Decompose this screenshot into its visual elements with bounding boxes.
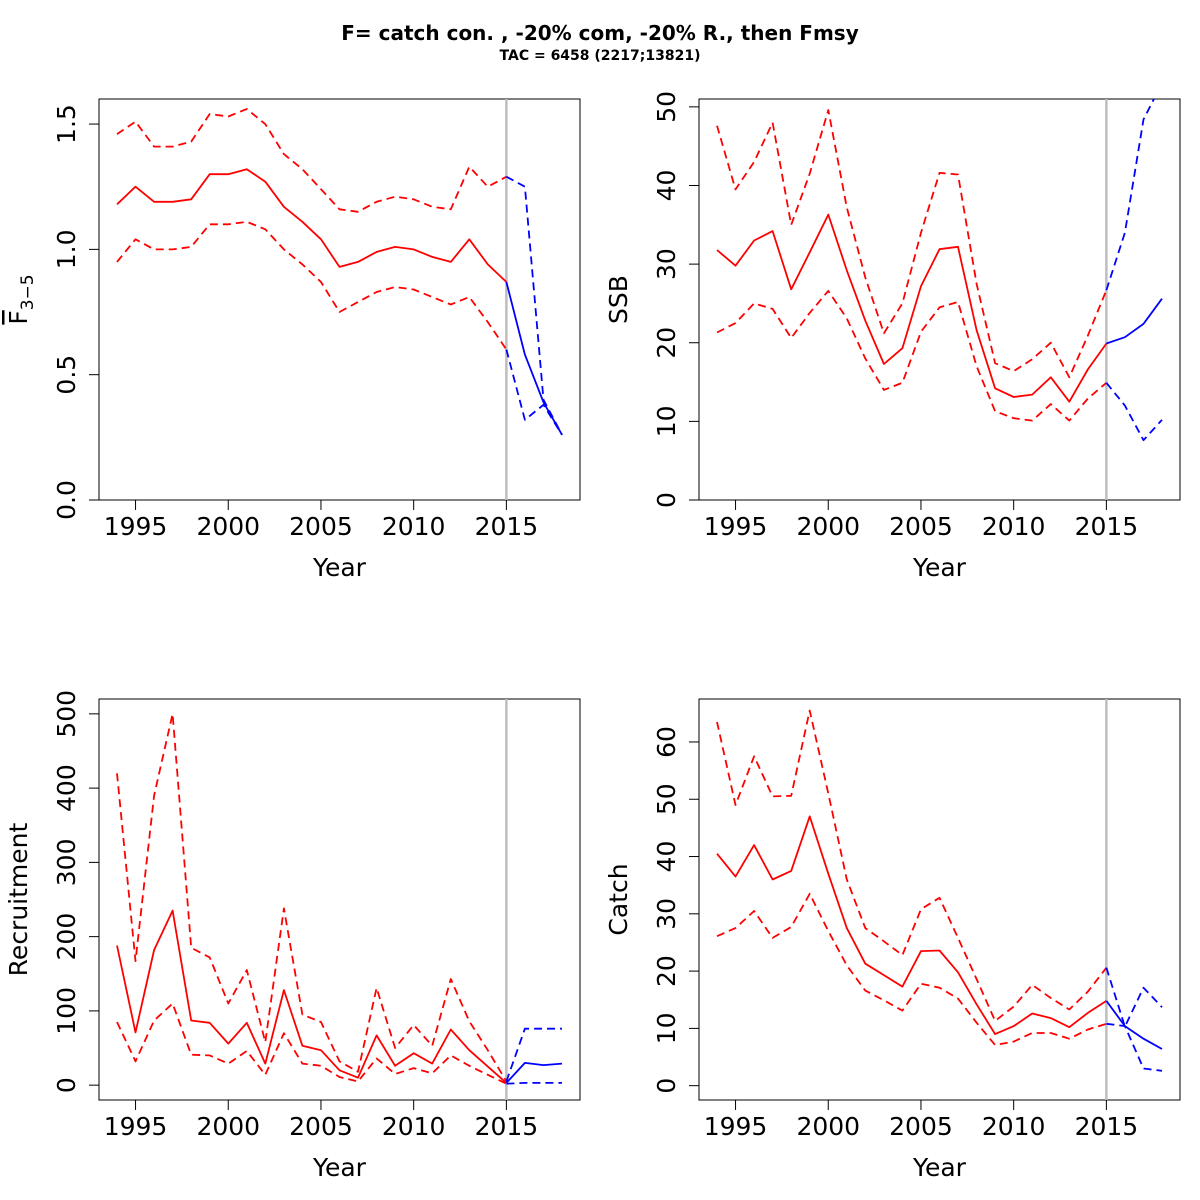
x-tick-label: 1995 bbox=[104, 1112, 168, 1141]
x-tick-label: 2000 bbox=[196, 512, 260, 541]
y-axis-label: Catch bbox=[604, 863, 633, 935]
data-series bbox=[116, 108, 563, 436]
page-subtitle: TAC = 6458 (2217;13821) bbox=[500, 48, 701, 64]
y-axis-label: SSB bbox=[604, 275, 633, 324]
projection-median-line bbox=[1105, 1000, 1163, 1050]
x-tick-label: 2000 bbox=[796, 512, 860, 541]
x-tick-label: 2000 bbox=[196, 1112, 260, 1141]
y-tick-label: 10 bbox=[652, 1012, 681, 1044]
x-tick-label: 2010 bbox=[382, 512, 446, 541]
y-tick-label: 0.5 bbox=[52, 355, 81, 395]
projection-upper-line bbox=[1105, 99, 1155, 291]
projection-median-line bbox=[505, 1062, 563, 1084]
historical-upper-line bbox=[116, 108, 507, 213]
y-axis-label-main: Catch bbox=[604, 863, 633, 935]
y-axis-label-main: F bbox=[4, 310, 33, 324]
historical-lower-line bbox=[716, 892, 1107, 1046]
y-tick-label: 20 bbox=[652, 955, 681, 987]
historical-upper-line bbox=[716, 709, 1108, 1022]
y-tick-label: 0 bbox=[52, 1077, 81, 1093]
historical-lower-line bbox=[116, 220, 508, 351]
x-tick-label: 1995 bbox=[104, 512, 168, 541]
y-tick-label: 1.0 bbox=[52, 229, 81, 269]
y-tick-label: 30 bbox=[652, 898, 681, 930]
x-tick-label: 2015 bbox=[1075, 512, 1139, 541]
projection-lower-line bbox=[505, 349, 563, 436]
historical-lower-line bbox=[716, 289, 1107, 422]
plot-frame bbox=[698, 98, 1181, 501]
historical-median-line bbox=[116, 168, 508, 283]
x-tick-label: 2005 bbox=[889, 512, 953, 541]
x-tick-label: 2010 bbox=[982, 1112, 1046, 1141]
y-tick-label: 30 bbox=[652, 248, 681, 280]
projection-lower-line bbox=[1106, 1022, 1163, 1072]
y-tick-label: 50 bbox=[652, 91, 681, 123]
y-tick-label: 0.0 bbox=[52, 480, 81, 520]
x-tick-label: 1995 bbox=[704, 1112, 768, 1141]
y-axis-label: F3−5 bbox=[4, 274, 38, 324]
y-tick-label: 200 bbox=[52, 913, 81, 961]
x-axis-label: Year bbox=[312, 553, 367, 582]
y-tick-label: 400 bbox=[52, 764, 81, 812]
y-tick-label: 40 bbox=[652, 170, 681, 202]
data-series bbox=[716, 709, 1163, 1072]
x-tick-label: 2015 bbox=[475, 1112, 539, 1141]
x-tick-label: 2015 bbox=[475, 512, 539, 541]
projection-upper-line bbox=[1105, 967, 1163, 1028]
x-tick-label: 2010 bbox=[982, 512, 1046, 541]
plot-frame bbox=[98, 98, 581, 501]
x-tick-label: 2005 bbox=[289, 512, 353, 541]
y-tick-label: 100 bbox=[52, 987, 81, 1035]
historical-median-line bbox=[716, 815, 1107, 1035]
historical-lower-line bbox=[116, 1002, 507, 1085]
x-tick-label: 2010 bbox=[382, 1112, 446, 1141]
x-axis-label: Year bbox=[912, 553, 967, 582]
page-title: F= catch con. , -20% com, -20% R., then … bbox=[341, 21, 859, 45]
x-tick-label: 2015 bbox=[1075, 1112, 1139, 1141]
y-axis-label-main: SSB bbox=[604, 275, 633, 324]
historical-median-line bbox=[116, 909, 507, 1084]
x-tick-label: 2000 bbox=[796, 1112, 860, 1141]
plot-frame bbox=[98, 698, 581, 1101]
chart-panel-top-left: 1995 2000 2005 2010 2015 0.0 0.5 1.0 1.5 Year F3−5 bbox=[4, 98, 581, 582]
y-tick-label: 40 bbox=[652, 841, 681, 873]
projection-upper-line bbox=[505, 1027, 562, 1082]
panels: 1995 2000 2005 2010 20150.00.51.01.5YearF3−5… bbox=[4, 91, 1181, 1182]
y-tick-label: 50 bbox=[652, 783, 681, 815]
data-series bbox=[116, 713, 563, 1085]
y-tick-label: 300 bbox=[52, 839, 81, 887]
historical-median-line bbox=[716, 213, 1108, 403]
projection-median-line bbox=[505, 281, 563, 436]
y-axis-label: Recruitment bbox=[4, 822, 33, 976]
y-tick-label: 0 bbox=[652, 492, 681, 508]
historical-upper-line bbox=[116, 713, 508, 1082]
projection-lower-line bbox=[1105, 382, 1163, 442]
historical-upper-line bbox=[716, 109, 1108, 379]
projection-median-line bbox=[1106, 298, 1163, 345]
chart-panel-bottom-left: 1995 2000 2005 2010 2015 0 100 200 300 400 500 Year… bbox=[4, 690, 581, 1182]
y-tick-label: 0 bbox=[652, 1078, 681, 1094]
y-tick-label: 1.5 bbox=[52, 104, 81, 144]
x-axis-label: Year bbox=[912, 1153, 967, 1182]
data-series bbox=[716, 99, 1163, 442]
x-tick-label: 2005 bbox=[889, 1112, 953, 1141]
y-axis-label-main: Recruitment bbox=[4, 822, 33, 976]
x-axis-label: Year bbox=[312, 1153, 367, 1182]
y-tick-label: 500 bbox=[52, 690, 81, 738]
y-axis-label-subscript: 3−5 bbox=[18, 274, 38, 310]
y-tick-label: 20 bbox=[652, 327, 681, 359]
chart-panel-top-right: 1995 2000 2005 2010 2015 0 10 20 30 40 50 Year SSB bbox=[604, 91, 1181, 582]
plot-frame bbox=[698, 698, 1181, 1101]
y-tick-label: 60 bbox=[652, 726, 681, 758]
x-tick-label: 2005 bbox=[289, 1112, 353, 1141]
y-tick-label: 10 bbox=[652, 405, 681, 437]
x-tick-label: 1995 bbox=[704, 512, 768, 541]
projection-upper-line bbox=[505, 175, 563, 436]
projection-lower-line bbox=[506, 1082, 562, 1085]
chart-panel-bottom-right: 1995 2000 2005 2010 2015 0 10 20 30 40 50 60 Year Cat… bbox=[604, 698, 1181, 1182]
